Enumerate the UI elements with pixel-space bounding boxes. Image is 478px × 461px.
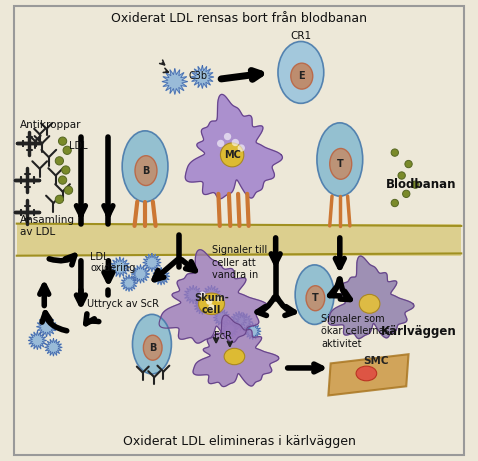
Text: LDL: LDL	[69, 141, 88, 151]
Text: E: E	[298, 71, 305, 81]
Text: T: T	[312, 293, 319, 303]
Circle shape	[58, 137, 67, 145]
Polygon shape	[213, 309, 230, 326]
FancyBboxPatch shape	[17, 224, 461, 256]
Text: C3b: C3b	[189, 71, 208, 81]
Text: Oxiderat LDL rensas bort från blodbanan: Oxiderat LDL rensas bort från blodbanan	[111, 12, 367, 25]
Ellipse shape	[278, 41, 324, 103]
Circle shape	[405, 160, 412, 168]
Circle shape	[224, 133, 231, 140]
Polygon shape	[231, 312, 247, 328]
Polygon shape	[193, 315, 279, 387]
Text: Signaler som
ökar cellernas
aktivitet: Signaler som ökar cellernas aktivitet	[322, 314, 390, 349]
Ellipse shape	[198, 293, 225, 314]
Text: LDL
oxidering: LDL oxidering	[90, 252, 135, 273]
Circle shape	[391, 199, 399, 207]
Text: CR1: CR1	[290, 31, 312, 41]
Polygon shape	[191, 65, 214, 89]
Text: Oxiderat LDL elimineras i kärlväggen: Oxiderat LDL elimineras i kärlväggen	[122, 435, 356, 448]
Polygon shape	[121, 275, 137, 291]
Circle shape	[238, 144, 245, 152]
Polygon shape	[234, 313, 253, 331]
Ellipse shape	[122, 131, 168, 202]
Ellipse shape	[359, 295, 380, 313]
Text: B: B	[149, 343, 156, 353]
Polygon shape	[110, 257, 130, 277]
Circle shape	[58, 176, 67, 184]
Ellipse shape	[143, 335, 162, 360]
Polygon shape	[194, 298, 211, 314]
Circle shape	[63, 146, 71, 154]
Circle shape	[232, 139, 239, 146]
Text: Skum-
cell: Skum- cell	[194, 293, 229, 314]
Polygon shape	[28, 331, 46, 349]
Ellipse shape	[306, 286, 325, 311]
Ellipse shape	[291, 63, 313, 89]
Polygon shape	[328, 256, 414, 338]
Text: SMC: SMC	[364, 356, 389, 366]
Circle shape	[215, 295, 222, 301]
Text: MC: MC	[224, 150, 240, 160]
Polygon shape	[185, 95, 282, 199]
Ellipse shape	[135, 156, 157, 185]
Circle shape	[206, 298, 212, 305]
Circle shape	[402, 190, 410, 197]
Circle shape	[62, 166, 70, 174]
Text: Ansamling
av LDL: Ansamling av LDL	[20, 215, 75, 236]
Polygon shape	[202, 285, 221, 304]
Circle shape	[55, 195, 64, 203]
Circle shape	[199, 291, 206, 298]
Text: Antikroppar: Antikroppar	[20, 120, 81, 130]
Text: FcR: FcR	[214, 331, 232, 341]
Ellipse shape	[317, 123, 363, 196]
Polygon shape	[159, 250, 268, 343]
Polygon shape	[184, 285, 202, 304]
Polygon shape	[131, 265, 150, 283]
Ellipse shape	[132, 314, 172, 374]
Polygon shape	[45, 339, 62, 356]
Circle shape	[391, 149, 399, 156]
Polygon shape	[152, 268, 170, 285]
Ellipse shape	[220, 143, 244, 167]
Text: T: T	[337, 159, 344, 169]
Ellipse shape	[356, 366, 377, 381]
Ellipse shape	[295, 265, 334, 325]
Polygon shape	[162, 69, 188, 95]
Circle shape	[398, 172, 405, 179]
Polygon shape	[328, 354, 409, 396]
Polygon shape	[222, 321, 238, 337]
Text: Uttryck av ScR: Uttryck av ScR	[87, 299, 159, 309]
Circle shape	[412, 181, 419, 189]
FancyBboxPatch shape	[14, 6, 464, 455]
Circle shape	[55, 157, 64, 165]
Circle shape	[208, 304, 215, 311]
Text: Kärlväggen: Kärlväggen	[381, 325, 456, 338]
Polygon shape	[245, 323, 261, 340]
Ellipse shape	[224, 349, 245, 365]
Circle shape	[65, 186, 73, 194]
Text: Blodbanan: Blodbanan	[386, 178, 456, 191]
Text: Signaler till
celler att
vandra in: Signaler till celler att vandra in	[211, 245, 267, 280]
Circle shape	[217, 140, 224, 147]
Polygon shape	[143, 254, 161, 272]
Polygon shape	[36, 317, 56, 337]
Text: B: B	[142, 165, 150, 176]
Ellipse shape	[330, 148, 352, 179]
